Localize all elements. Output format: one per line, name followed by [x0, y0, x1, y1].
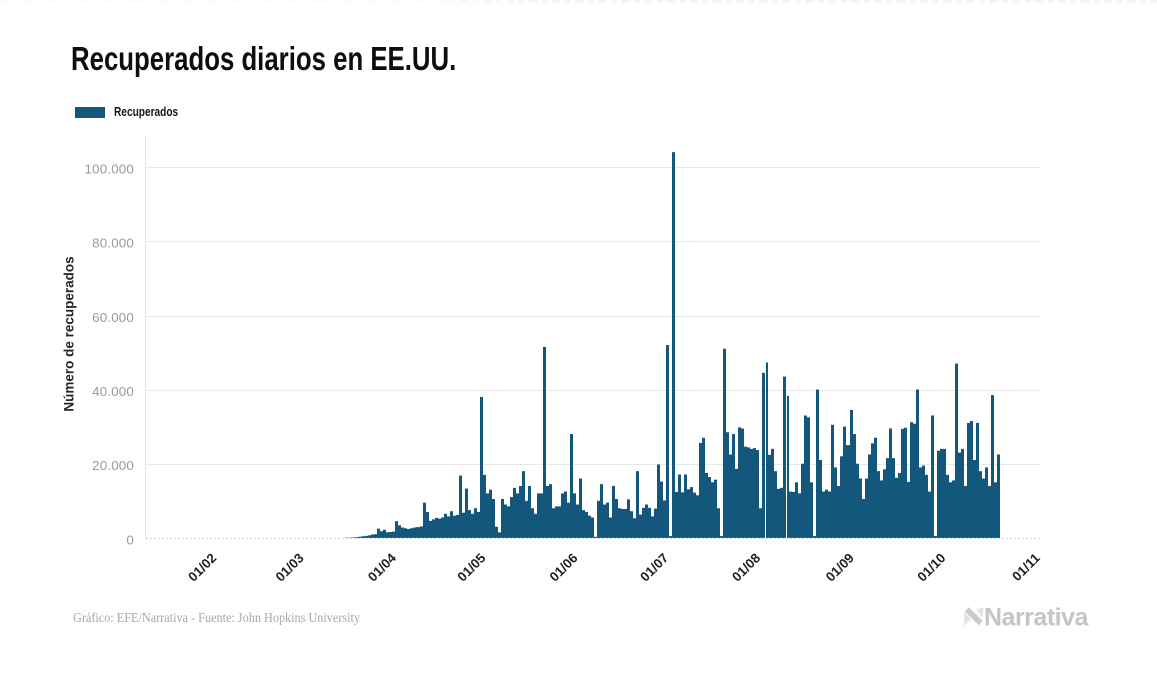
svg-text:01/02: 01/02 [185, 550, 219, 584]
svg-text:100.000: 100.000 [85, 162, 134, 177]
svg-text:60.000: 60.000 [92, 310, 134, 325]
svg-text:01/04: 01/04 [365, 550, 400, 585]
svg-text:Narrativa: Narrativa [984, 604, 1089, 632]
svg-text:Número de recuperados: Número de recuperados [62, 256, 77, 411]
svg-text:0: 0 [126, 532, 134, 547]
svg-text:01/11: 01/11 [1009, 550, 1043, 584]
svg-text:01/09: 01/09 [823, 550, 857, 584]
svg-text:01/10: 01/10 [914, 550, 948, 584]
svg-text:40.000: 40.000 [92, 384, 134, 399]
svg-text:01/06: 01/06 [546, 550, 580, 584]
svg-text:20.000: 20.000 [92, 458, 134, 473]
svg-text:01/05: 01/05 [454, 550, 489, 585]
svg-text:01/07: 01/07 [637, 550, 671, 584]
svg-text:01/03: 01/03 [273, 550, 307, 584]
svg-text:80.000: 80.000 [92, 236, 134, 251]
svg-text:01/08: 01/08 [729, 550, 763, 584]
